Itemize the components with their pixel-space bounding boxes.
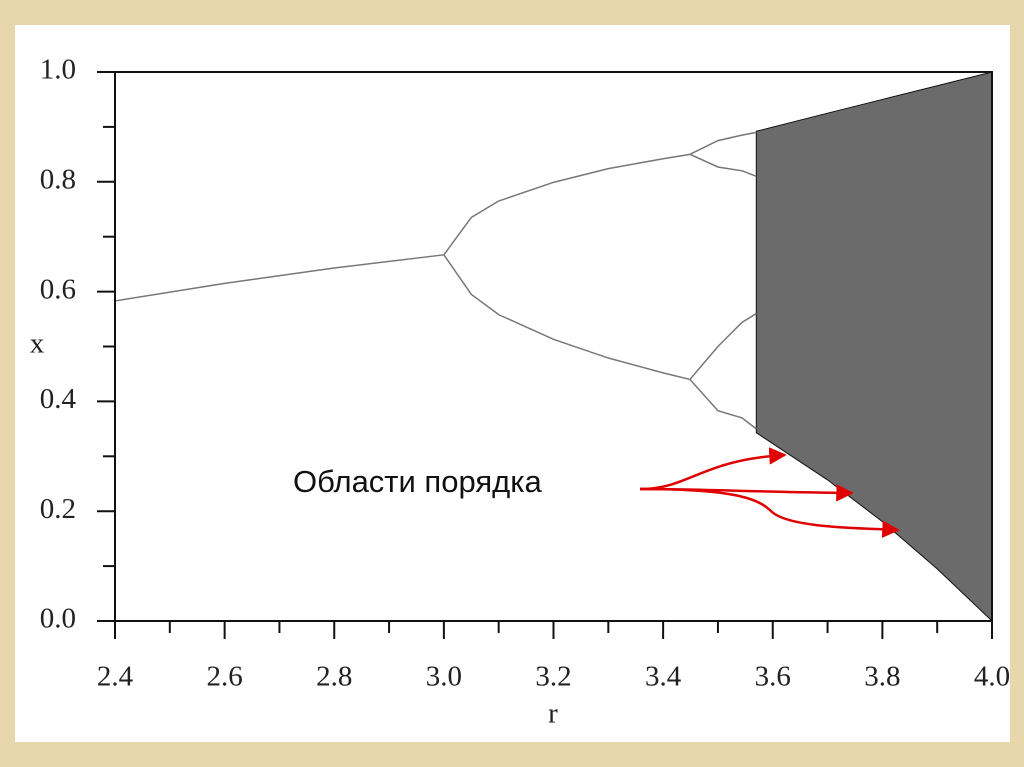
x-axis-label: r [548, 698, 558, 730]
x-tick-label: 3.0 [426, 661, 462, 693]
x-tick-label: 3.6 [755, 661, 791, 693]
x-tick-label: 2.6 [207, 661, 243, 693]
y-axis-label: x [30, 328, 45, 360]
y-tick-label: 0.2 [40, 493, 76, 525]
x-tick-label: 2.8 [316, 661, 352, 693]
x-tick-label: 3.8 [864, 661, 900, 693]
branch [689, 131, 757, 156]
y-tick-label: 0.6 [40, 273, 76, 305]
y-tick-label: 0.0 [40, 603, 76, 635]
branch [114, 254, 444, 302]
x-tick-label: 3.4 [645, 661, 682, 693]
arrows [639, 447, 900, 538]
plot: 2.4 2.6 2.8 3.0 3.2 3.4 3.6 3.8 4.0 0.0 0.2 0.4 0.6 0… [40, 54, 1010, 693]
x-tick-label: 4.0 [974, 661, 1010, 693]
branch [689, 312, 757, 380]
x-tick-label: 2.4 [97, 661, 134, 693]
branch [443, 254, 691, 381]
branch [689, 153, 757, 178]
x-tick-label: 3.2 [535, 661, 571, 693]
annotation: Области порядка [293, 464, 542, 499]
arrow [639, 447, 787, 491]
y-tick-label: 0.4 [40, 383, 77, 415]
y-tick-label: 0.8 [40, 163, 76, 195]
arrow [639, 487, 900, 538]
y-tick-label: 1.0 [40, 54, 76, 86]
branch [689, 378, 757, 430]
branch [443, 153, 691, 256]
